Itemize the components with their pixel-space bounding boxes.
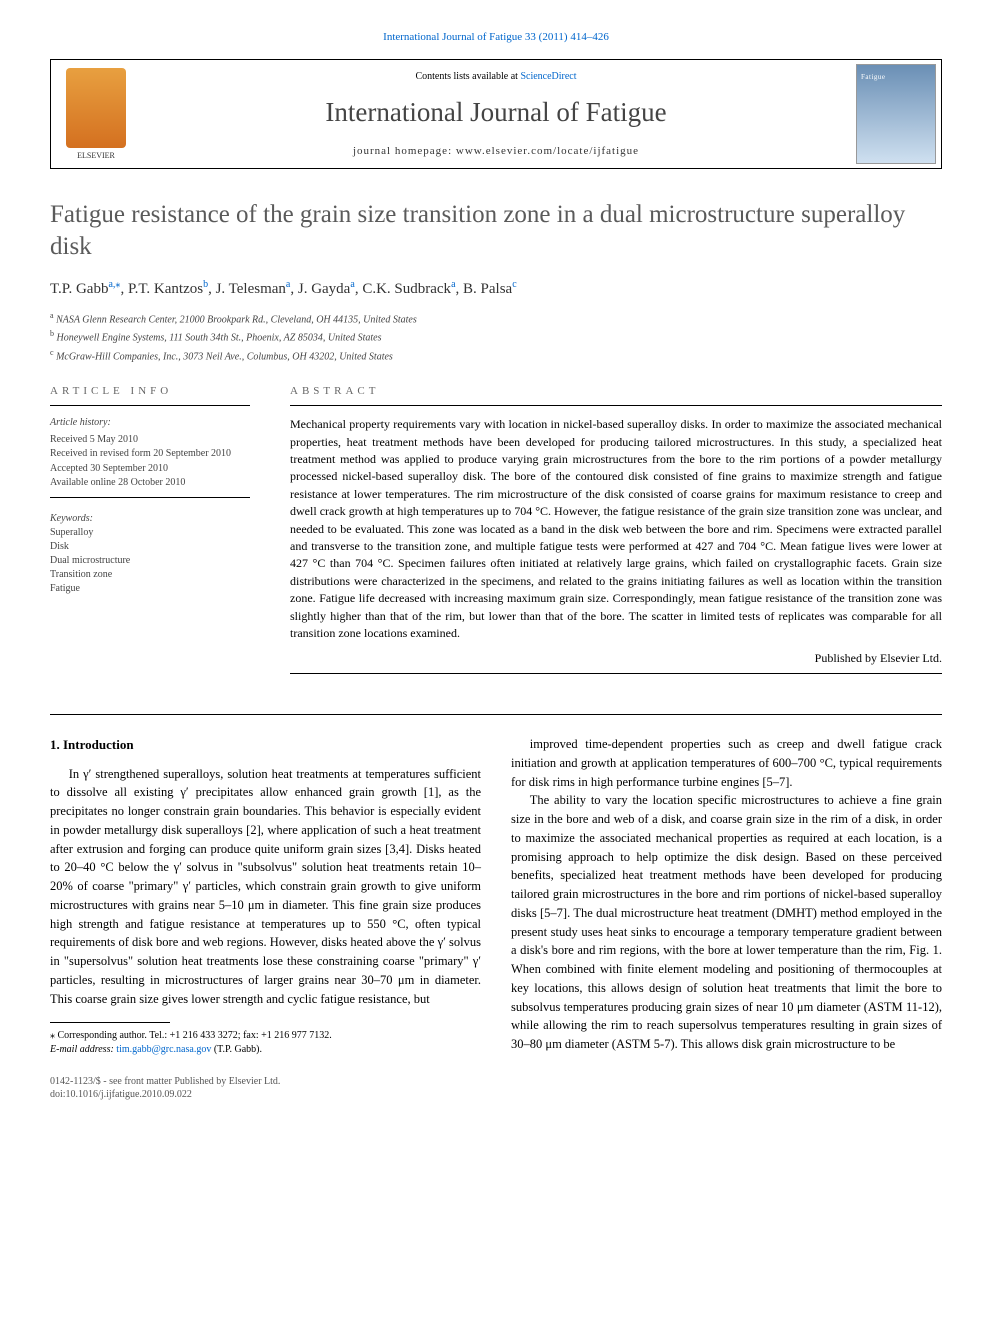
abstract-text: Mechanical property requirements vary wi… bbox=[290, 416, 942, 642]
page-footer: 0142-1123/$ - see front matter Published… bbox=[50, 1075, 942, 1101]
affiliation: b Honeywell Engine Systems, 111 South 34… bbox=[50, 328, 942, 345]
info-abstract-row: ARTICLE INFO Article history: Received 5… bbox=[50, 384, 942, 684]
rule bbox=[50, 405, 250, 406]
author-affil-sup[interactable]: b bbox=[203, 279, 208, 290]
author-list: T.P. Gabba,⁎, P.T. Kantzosb, J. Telesman… bbox=[50, 278, 942, 300]
rule bbox=[290, 405, 942, 406]
email-label: E-mail address: bbox=[50, 1044, 114, 1055]
journal-cover-label: Fatigue bbox=[861, 73, 886, 83]
author-affil-sup[interactable]: c bbox=[512, 279, 516, 290]
journal-homepage: journal homepage: www.elsevier.com/locat… bbox=[149, 144, 843, 159]
body-paragraph: improved time-dependent properties such … bbox=[511, 735, 942, 791]
body-two-column: 1. Introduction In γ′ strengthened super… bbox=[50, 735, 942, 1057]
elsevier-logo: ELSEVIER bbox=[51, 60, 141, 168]
section-1-heading: 1. Introduction bbox=[50, 735, 481, 755]
author-affil-sup[interactable]: a bbox=[286, 279, 290, 290]
elsevier-label: ELSEVIER bbox=[66, 150, 126, 161]
footnote-corr: ⁎ Corresponding author. Tel.: +1 216 433… bbox=[50, 1029, 481, 1043]
keywords-heading: Keywords: bbox=[50, 512, 250, 526]
author: T.P. Gabba,⁎ bbox=[50, 281, 120, 297]
footnote-email-line: E-mail address: tim.gabb@grc.nasa.gov (T… bbox=[50, 1043, 481, 1057]
email-suffix: (T.P. Gabb). bbox=[214, 1044, 262, 1055]
affiliation: c McGraw-Hill Companies, Inc., 3073 Neil… bbox=[50, 347, 942, 364]
sciencedirect-link[interactable]: ScienceDirect bbox=[520, 71, 576, 82]
body-paragraph: In γ′ strengthened superalloys, solution… bbox=[50, 765, 481, 1009]
author: J. Telesmana bbox=[216, 281, 291, 297]
keyword: Transition zone bbox=[50, 568, 250, 582]
body-paragraph: The ability to vary the location specifi… bbox=[511, 791, 942, 1054]
affiliation: a NASA Glenn Research Center, 21000 Broo… bbox=[50, 310, 942, 327]
journal-cover-thumbnail: Fatigue bbox=[856, 64, 936, 164]
footer-left: 0142-1123/$ - see front matter Published… bbox=[50, 1075, 280, 1101]
author-affil-sup[interactable]: a bbox=[350, 279, 354, 290]
author-affil-sup[interactable]: a bbox=[451, 279, 455, 290]
keyword: Fatigue bbox=[50, 582, 250, 596]
contents-line: Contents lists available at ScienceDirec… bbox=[149, 70, 843, 84]
header-center: Contents lists available at ScienceDirec… bbox=[141, 62, 851, 167]
corresponding-author-footnote: ⁎ Corresponding author. Tel.: +1 216 433… bbox=[50, 1029, 481, 1057]
history-heading: Article history: bbox=[50, 416, 250, 431]
contents-prefix: Contents lists available at bbox=[415, 71, 520, 82]
footnote-separator bbox=[50, 1022, 170, 1023]
corresponding-email-link[interactable]: tim.gabb@grc.nasa.gov bbox=[116, 1044, 211, 1055]
abstract-block: ABSTRACT Mechanical property requirement… bbox=[290, 384, 942, 684]
article-history: Article history: Received 5 May 2010 Rec… bbox=[50, 416, 250, 491]
keyword: Superalloy bbox=[50, 526, 250, 540]
article-info-block: ARTICLE INFO Article history: Received 5… bbox=[50, 384, 250, 684]
history-item: Accepted 30 September 2010 bbox=[50, 462, 250, 477]
body-column-left: 1. Introduction In γ′ strengthened super… bbox=[50, 735, 481, 1057]
rule bbox=[290, 673, 942, 674]
issn-line: 0142-1123/$ - see front matter Published… bbox=[50, 1075, 280, 1088]
journal-name: International Journal of Fatigue bbox=[149, 94, 843, 132]
published-by: Published by Elsevier Ltd. bbox=[290, 650, 942, 667]
body-column-right: improved time-dependent properties such … bbox=[511, 735, 942, 1057]
author: C.K. Sudbracka bbox=[362, 281, 455, 297]
article-title: Fatigue resistance of the grain size tra… bbox=[50, 199, 942, 262]
elsevier-tree-icon bbox=[66, 68, 126, 148]
header-citation-link[interactable]: International Journal of Fatigue 33 (201… bbox=[383, 31, 609, 43]
author: B. Palsac bbox=[463, 281, 517, 297]
author: P.T. Kantzosb bbox=[128, 281, 208, 297]
keyword: Dual microstructure bbox=[50, 554, 250, 568]
abstract-heading: ABSTRACT bbox=[290, 384, 942, 399]
keyword: Disk bbox=[50, 540, 250, 554]
keywords-block: Keywords: Superalloy Disk Dual microstru… bbox=[50, 512, 250, 596]
author: J. Gaydaa bbox=[298, 281, 355, 297]
history-item: Available online 28 October 2010 bbox=[50, 476, 250, 491]
article-info-heading: ARTICLE INFO bbox=[50, 384, 250, 399]
history-item: Received 5 May 2010 bbox=[50, 433, 250, 448]
author-affil-sup[interactable]: a,⁎ bbox=[108, 279, 120, 290]
doi-line: doi:10.1016/j.ijfatigue.2010.09.022 bbox=[50, 1088, 280, 1101]
journal-header-box: ELSEVIER Contents lists available at Sci… bbox=[50, 59, 942, 169]
affiliations: a NASA Glenn Research Center, 21000 Broo… bbox=[50, 310, 942, 364]
rule bbox=[50, 497, 250, 498]
history-item: Received in revised form 20 September 20… bbox=[50, 447, 250, 462]
header-citation: International Journal of Fatigue 33 (201… bbox=[50, 30, 942, 45]
body-separator bbox=[50, 714, 942, 715]
